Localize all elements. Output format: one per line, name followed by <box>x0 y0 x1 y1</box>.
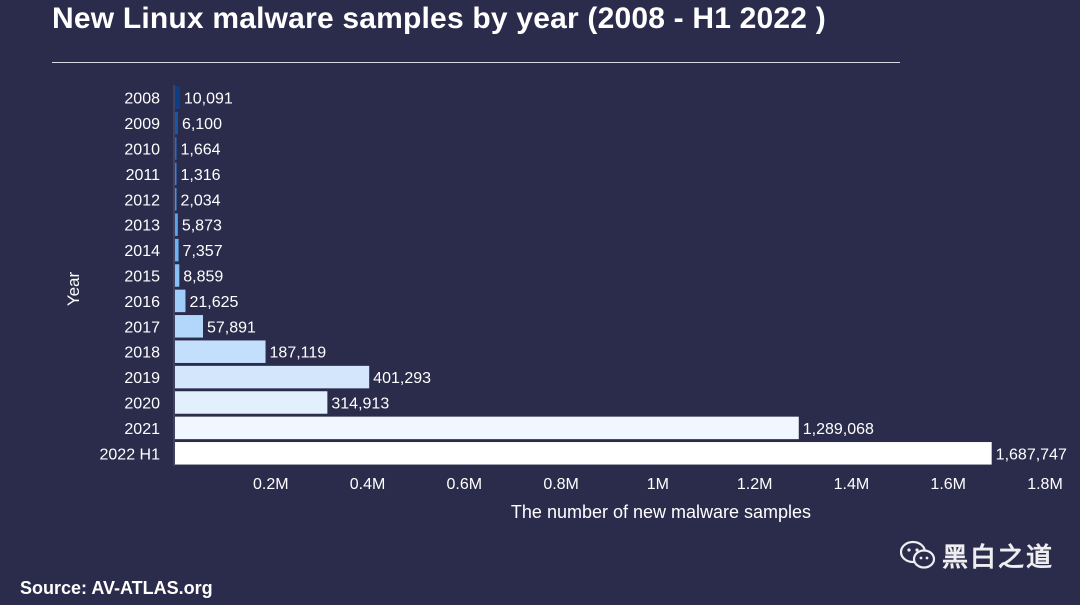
category-label: 2015 <box>124 269 160 286</box>
x-tick-label: 1.6M <box>930 476 966 493</box>
bar <box>175 162 177 186</box>
category-label: 2009 <box>124 116 160 133</box>
source-label: Source: AV-ATLAS.org <box>20 578 213 598</box>
x-tick-label: 0.8M <box>543 476 579 493</box>
data-label: 1,664 <box>181 142 221 159</box>
bar <box>175 264 180 287</box>
data-label: 2,034 <box>181 192 221 209</box>
bar <box>175 111 178 135</box>
x-axis-label: The number of new malware samples <box>511 502 811 522</box>
category-label: 2014 <box>124 243 160 260</box>
data-label: 10,091 <box>184 91 233 108</box>
category-label: 2021 <box>124 421 160 438</box>
category-label: 2020 <box>124 396 160 413</box>
data-label: 187,119 <box>270 345 327 362</box>
x-tick-label: 0.4M <box>350 476 386 493</box>
category-label: 2010 <box>124 142 160 159</box>
bar <box>175 86 180 109</box>
bar <box>175 416 799 440</box>
x-tick-label: 0.2M <box>253 476 289 493</box>
bar <box>175 340 266 363</box>
category-label: 2012 <box>124 192 160 209</box>
category-label: 2016 <box>124 294 160 311</box>
category-label: 2013 <box>124 218 160 235</box>
category-label: 2018 <box>124 345 160 362</box>
bar <box>175 365 370 389</box>
data-label: 8,859 <box>183 269 223 286</box>
data-label: 6,100 <box>182 116 222 133</box>
bar <box>175 289 186 313</box>
bar <box>175 188 177 211</box>
data-label: 1,687,747 <box>996 446 1067 463</box>
y-axis-label: Year <box>64 271 83 306</box>
data-label: 314,913 <box>331 396 389 413</box>
x-tick-label: 0.6M <box>447 476 483 493</box>
data-label: 1,289,068 <box>803 421 874 438</box>
bar <box>175 213 178 236</box>
x-tick-label: 1.2M <box>737 476 773 493</box>
wechat-icon <box>900 540 936 569</box>
category-label: 2022 H1 <box>100 446 161 463</box>
watermark-text: 黑白之道 <box>942 542 1055 573</box>
bar <box>175 442 992 465</box>
chart-title: New Linux malware samples by year (2008 … <box>52 2 826 35</box>
data-label: 5,873 <box>182 218 222 235</box>
watermark: 黑白之道 <box>900 535 1054 575</box>
x-tick-label: 1.8M <box>1027 476 1063 493</box>
category-label: 2019 <box>124 370 160 387</box>
category-label: 2017 <box>124 319 160 336</box>
data-label: 7,357 <box>183 243 223 260</box>
category-label: 2011 <box>126 167 161 184</box>
bar <box>175 391 328 414</box>
bar <box>175 315 204 338</box>
category-label: 2008 <box>124 91 160 108</box>
data-label: 57,891 <box>207 319 256 336</box>
x-tick-label: 1M <box>647 476 669 493</box>
bar <box>175 137 177 160</box>
data-label: 1,316 <box>181 167 221 184</box>
title-divider <box>52 62 900 63</box>
data-label: 401,293 <box>373 370 431 387</box>
data-label: 21,625 <box>189 294 238 311</box>
bar <box>175 238 179 262</box>
x-tick-label: 1.4M <box>834 476 870 493</box>
